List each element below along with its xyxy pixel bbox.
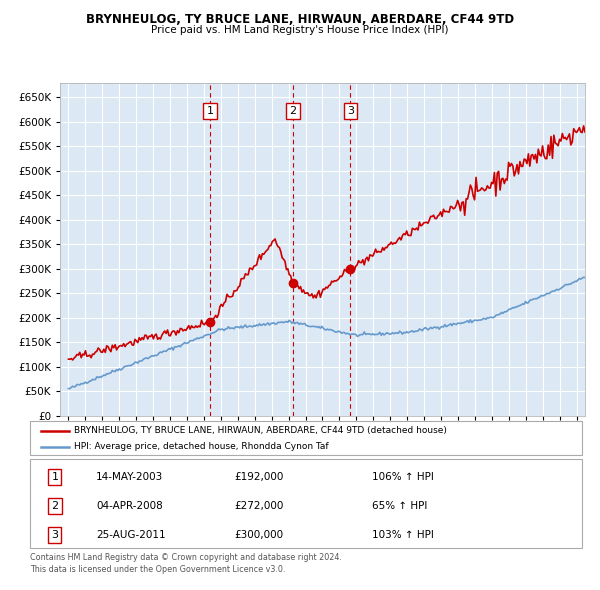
Text: 25-AUG-2011: 25-AUG-2011 [96, 530, 166, 540]
Text: 103% ↑ HPI: 103% ↑ HPI [372, 530, 434, 540]
Text: BRYNHEULOG, TY BRUCE LANE, HIRWAUN, ABERDARE, CF44 9TD (detached house): BRYNHEULOG, TY BRUCE LANE, HIRWAUN, ABER… [74, 427, 447, 435]
Text: 2: 2 [51, 501, 58, 511]
Text: Price paid vs. HM Land Registry's House Price Index (HPI): Price paid vs. HM Land Registry's House … [151, 25, 449, 35]
Text: 1: 1 [207, 106, 214, 116]
Text: 65% ↑ HPI: 65% ↑ HPI [372, 501, 428, 511]
Text: HPI: Average price, detached house, Rhondda Cynon Taf: HPI: Average price, detached house, Rhon… [74, 442, 329, 451]
Text: £272,000: £272,000 [234, 501, 284, 511]
Text: 1: 1 [52, 472, 58, 481]
Text: £300,000: £300,000 [234, 530, 283, 540]
Text: 2: 2 [289, 106, 296, 116]
Text: BRYNHEULOG, TY BRUCE LANE, HIRWAUN, ABERDARE, CF44 9TD: BRYNHEULOG, TY BRUCE LANE, HIRWAUN, ABER… [86, 13, 514, 26]
Text: 04-APR-2008: 04-APR-2008 [96, 501, 163, 511]
Text: 14-MAY-2003: 14-MAY-2003 [96, 472, 163, 481]
Text: 3: 3 [52, 530, 58, 540]
FancyBboxPatch shape [30, 421, 582, 455]
Text: 106% ↑ HPI: 106% ↑ HPI [372, 472, 434, 481]
Text: 3: 3 [347, 106, 354, 116]
Text: Contains HM Land Registry data © Crown copyright and database right 2024.: Contains HM Land Registry data © Crown c… [30, 553, 342, 562]
Text: This data is licensed under the Open Government Licence v3.0.: This data is licensed under the Open Gov… [30, 565, 286, 574]
Text: £192,000: £192,000 [234, 472, 284, 481]
FancyBboxPatch shape [30, 459, 582, 548]
